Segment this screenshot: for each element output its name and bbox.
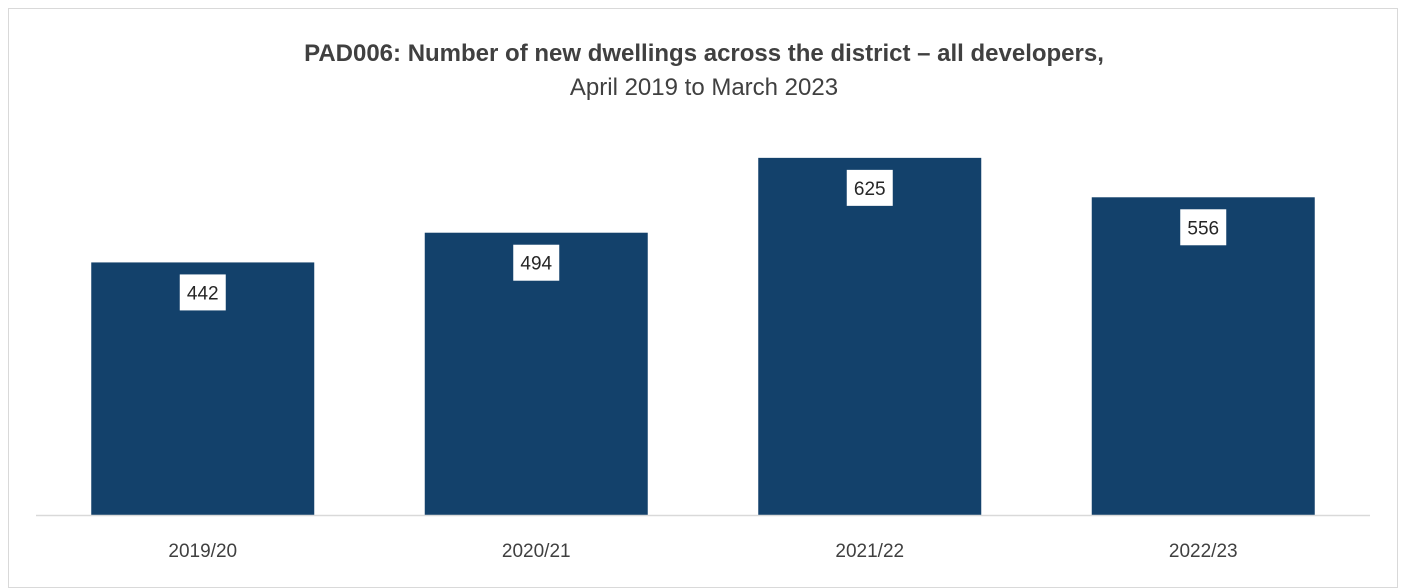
data-label: 625 [854, 179, 886, 200]
x-tick-label: 2022/23 [1169, 541, 1238, 562]
bar-chart: 442 2019/20 494 2020/21 625 2021/22 556 2022/23 [36, 157, 1370, 562]
x-tick-label: 2021/22 [835, 541, 904, 562]
x-tick-label: 2020/21 [502, 541, 571, 562]
data-label: 494 [520, 254, 552, 275]
chart-title: PAD006: Number of new dwellings across t… [304, 40, 1104, 67]
data-label-box [513, 244, 560, 281]
chart-subtitle: April 2019 to March 2023 [569, 74, 839, 101]
bar-2021-22 [758, 157, 982, 515]
data-label-box [1180, 209, 1227, 246]
data-label: 556 [1187, 218, 1219, 239]
x-tick-label: 2019/20 [168, 541, 237, 562]
bar-2022-23 [1091, 197, 1315, 516]
data-label-box [179, 274, 226, 311]
data-label: 442 [187, 283, 219, 304]
data-label-box [846, 169, 893, 206]
